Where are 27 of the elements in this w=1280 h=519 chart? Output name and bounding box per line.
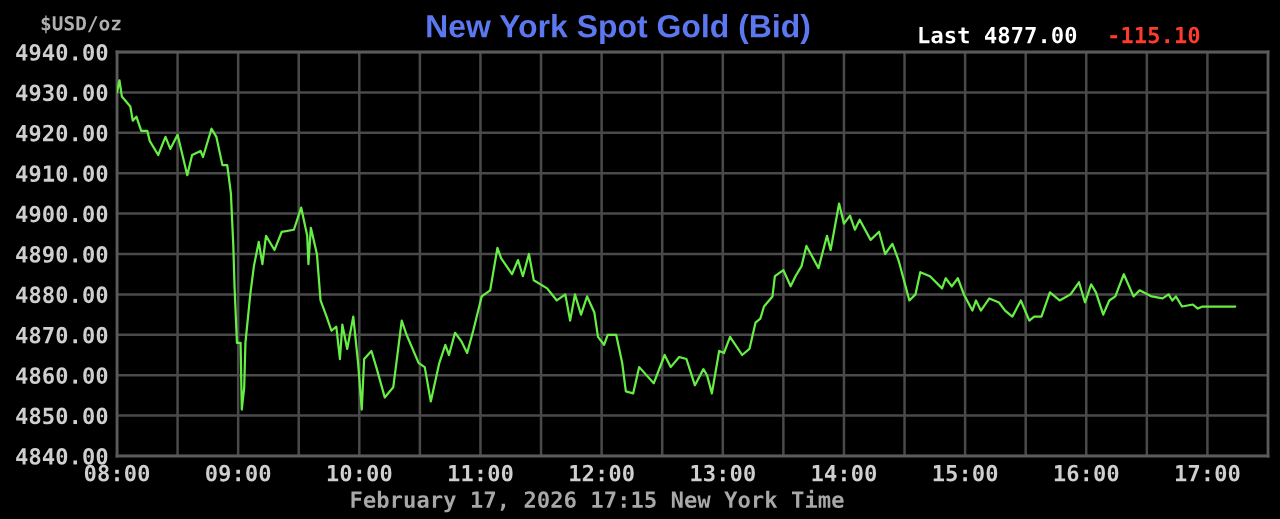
x-tick-label: 17:00 (1176, 464, 1240, 482)
line-series (117, 79, 1237, 411)
y-tick-label: 4880.00 (16, 286, 108, 304)
y-tick-label: 4860.00 (16, 367, 108, 384)
x-tick-label: 11:00 (449, 464, 513, 482)
y-tick-label: 4850.00 (16, 407, 108, 425)
x-tick-label: 10:00 (327, 464, 392, 482)
text: Last 4877.00 (919, 26, 1077, 44)
x-tick-label: 15:00 (933, 464, 998, 482)
x-tick-label: 14:00 (812, 464, 877, 482)
chart-title: New York Spot Gold (Bid) (427, 14, 810, 44)
y-tick-label: 4900.00 (16, 205, 108, 223)
y-axis-title: $USD/oz (41, 15, 121, 34)
x-tick-label: 08:00 (84, 464, 150, 482)
y-tick-label: 4840.00 (16, 447, 108, 465)
x-tick-label: 12:00 (570, 464, 634, 482)
x-tick-label: 13:00 (691, 464, 755, 482)
y-tick-label: 4870.00 (16, 326, 108, 344)
x-tick-label: 16:00 (1054, 464, 1119, 482)
y-tick-label: 4930.00 (16, 84, 108, 102)
y-tick-label: 4910.00 (16, 165, 108, 183)
y-tick-label: 4920.00 (16, 124, 108, 142)
y-tick-label: 4890.00 (16, 245, 108, 263)
x-tick-label: 09:00 (206, 464, 271, 482)
text: February 17, 2026 17:15 New York Time (351, 489, 844, 513)
text: -115.10 (1110, 26, 1200, 44)
y-tick-label: 4940.00 (16, 43, 108, 61)
